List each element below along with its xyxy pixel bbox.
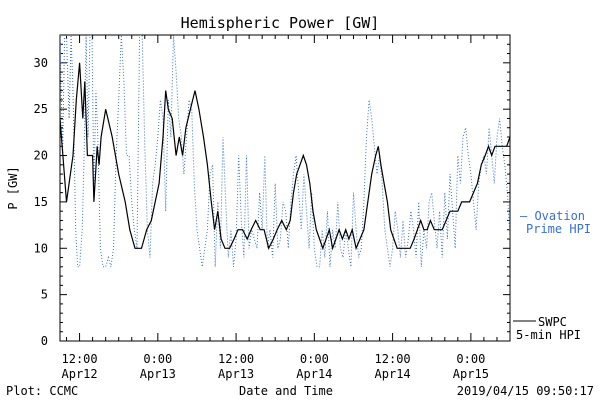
x-tick-label-date: Apr14	[375, 367, 411, 381]
y-tick-label: 5	[41, 288, 48, 302]
series-layer	[60, 35, 510, 268]
legend-ovation-line1: — Ovation	[520, 209, 585, 223]
y-axis-label-group: P [GW]	[6, 166, 20, 209]
y-tick-label: 10	[34, 241, 48, 255]
x-tick-label-date: Apr15	[453, 367, 489, 381]
axes: 05101520253012:00Apr120:00Apr1312:00Apr1…	[34, 34, 511, 381]
legend-ovation-line2: Prime HPI	[526, 222, 591, 236]
x-tick-label-time: 12:00	[62, 352, 98, 366]
footer-timestamp: 2019/04/15 09:50:17	[457, 384, 594, 398]
x-axis-label: Date and Time	[239, 384, 333, 398]
x-tick-label-time: 0:00	[143, 352, 172, 366]
footer-plot-credit: Plot: CCMC	[6, 384, 78, 398]
y-tick-label: 30	[34, 56, 48, 70]
x-tick-label-time: 12:00	[218, 352, 254, 366]
y-tick-label: 15	[34, 195, 48, 209]
x-tick-label-date: Apr13	[218, 367, 254, 381]
x-tick-label-date: Apr14	[296, 367, 332, 381]
y-tick-label: 25	[34, 102, 48, 116]
x-tick-label-time: 12:00	[375, 352, 411, 366]
x-tick-label-time: 0:00	[300, 352, 329, 366]
x-tick-label-date: Apr12	[62, 367, 98, 381]
chart-title: Hemispheric Power [GW]	[181, 14, 380, 32]
y-axis-label: P [GW]	[6, 166, 20, 209]
legend-swpc-line2: 5-min HPI	[516, 328, 581, 342]
y-tick-label: 20	[34, 149, 48, 163]
plot-frame	[59, 34, 511, 342]
y-tick-label: 0	[41, 334, 48, 348]
legend-swpc-line1: SWPC	[538, 315, 567, 329]
series-swpc-5min-hpi	[60, 62, 510, 251]
legend: — Ovation Prime HPI SWPC 5-min HPI	[513, 209, 591, 342]
x-tick-label-date: Apr13	[140, 367, 176, 381]
x-tick-label-time: 0:00	[456, 352, 485, 366]
